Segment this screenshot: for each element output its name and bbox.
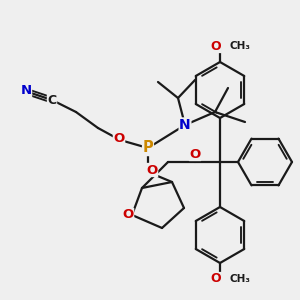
- Text: O: O: [122, 208, 134, 221]
- Text: CH₃: CH₃: [230, 41, 251, 51]
- Text: N: N: [20, 85, 32, 98]
- Text: C: C: [47, 94, 57, 107]
- Text: O: O: [146, 164, 158, 176]
- Text: O: O: [211, 40, 221, 52]
- Text: O: O: [113, 133, 124, 146]
- Text: CH₃: CH₃: [230, 274, 251, 284]
- Text: P: P: [142, 140, 153, 155]
- Text: N: N: [179, 118, 191, 132]
- Text: O: O: [211, 272, 221, 286]
- Text: O: O: [189, 148, 201, 160]
